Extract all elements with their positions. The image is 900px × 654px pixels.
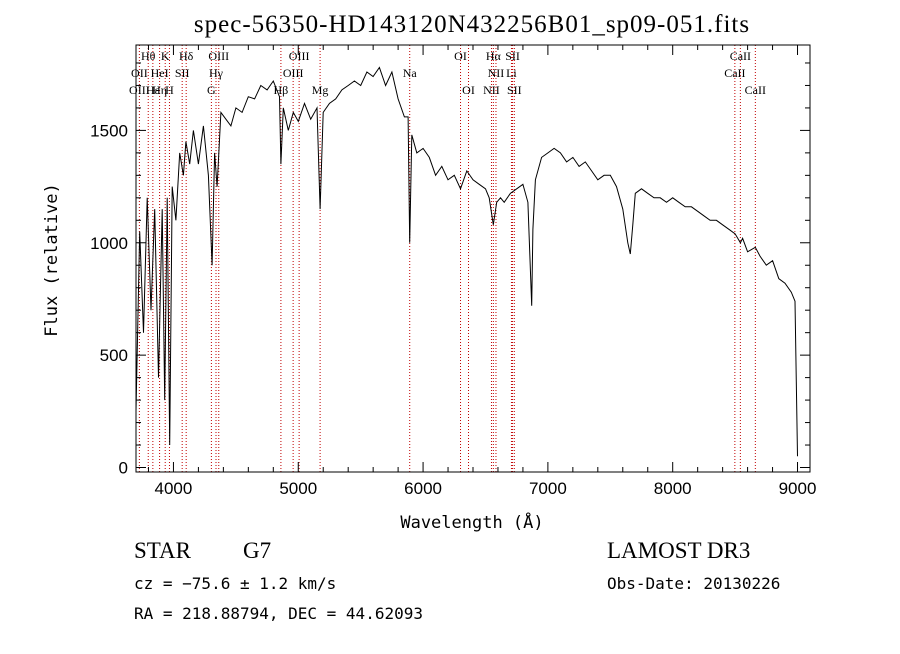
x-tick-label-0: 4000	[155, 479, 193, 498]
line-label-22: G	[207, 83, 216, 97]
line-label-27: SII	[507, 83, 522, 97]
line-label-16: Li	[506, 66, 517, 80]
x-tick-label-5: 9000	[779, 479, 817, 498]
line-label-5: OI	[454, 49, 467, 63]
line-label-4: OIII	[289, 49, 310, 63]
line-label-13: OIII	[283, 66, 304, 80]
line-label-2: Hδ	[179, 49, 194, 63]
line-label-15: NII	[488, 66, 505, 80]
line-label-17: CaII	[724, 66, 745, 80]
x-tick-label-3: 7000	[529, 479, 567, 498]
y-tick-label-1: 500	[100, 346, 128, 365]
line-label-10: HeI	[151, 66, 169, 80]
line-label-28: CaII	[745, 83, 766, 97]
line-label-14: Na	[403, 66, 418, 80]
line-label-6: Hα	[486, 49, 502, 63]
x-tick-label-2: 6000	[404, 479, 442, 498]
redshift-value: cz = −75.6 ± 1.2 km/s	[134, 574, 336, 593]
line-label-21: H	[165, 83, 174, 97]
x-axis-ticks: 4000 5000 6000 7000 8000 9000	[147, 45, 817, 498]
y-tick-label-2: 1000	[90, 234, 128, 253]
x-axis-label: Wavelength (Å)	[400, 511, 543, 533]
spectral-line-markers	[138, 45, 756, 472]
line-label-8: CaII	[730, 49, 751, 63]
y-axis-label: Flux (relative)	[42, 183, 62, 337]
line-label-18: OIII	[129, 83, 150, 97]
survey-name: LAMOST DR3	[607, 538, 750, 563]
x-tick-label-1: 5000	[279, 479, 317, 498]
line-label-23: Hβ	[274, 83, 289, 97]
spectrum-series-line	[135, 66, 798, 457]
line-label-11: SII	[175, 66, 190, 80]
x-tick-label-4: 8000	[654, 479, 692, 498]
y-axis-ticks: 0 500 1000 1500	[90, 62, 810, 478]
line-label-1: K	[161, 49, 170, 63]
line-label-25: OI	[462, 83, 475, 97]
line-label-20: Hη	[152, 83, 167, 97]
coordinates: RA = 218.88794, DEC = 44.62093	[134, 604, 423, 623]
y-tick-label-3: 1500	[90, 121, 128, 140]
line-label-26: NII	[483, 83, 500, 97]
line-label-24: Mg	[312, 83, 329, 97]
observation-date: Obs-Date: 20130226	[607, 574, 780, 593]
line-label-7: SII	[505, 49, 520, 63]
line-label-9: OII	[131, 66, 148, 80]
line-label-3: OIII	[208, 49, 229, 63]
object-class: STAR	[134, 538, 192, 563]
y-tick-label-0: 0	[119, 459, 128, 478]
line-label-19: Hε	[146, 83, 160, 97]
object-subclass: G7	[243, 538, 271, 563]
chart-title: spec-56350-HD143120N432256B01_sp09-051.f…	[194, 11, 750, 38]
line-label-12: Hγ	[209, 66, 224, 80]
line-label-0: Hθ	[141, 49, 156, 63]
